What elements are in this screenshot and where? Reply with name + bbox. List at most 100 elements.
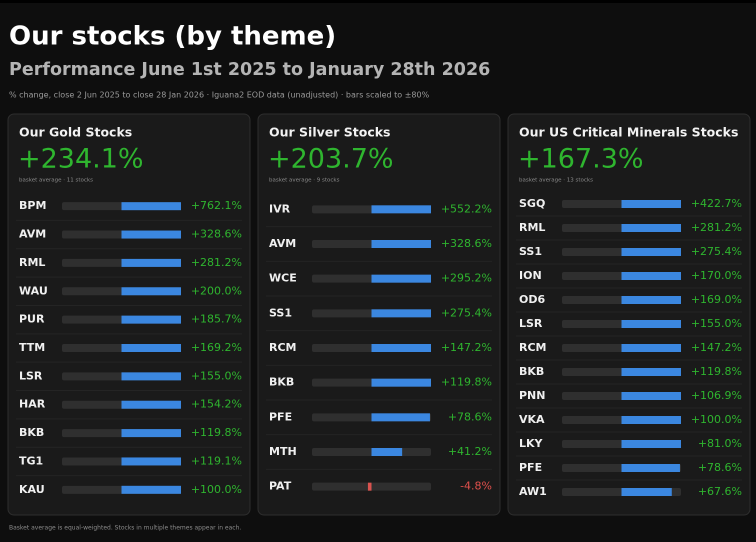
value-label: +78.6% (448, 410, 492, 423)
bar (621, 440, 681, 448)
value-label: +552.2% (441, 202, 492, 215)
ticker: PUR (19, 313, 45, 326)
bar (621, 272, 681, 280)
bar (621, 200, 681, 208)
value-label: +328.6% (441, 237, 492, 250)
value-label: +155.0% (191, 369, 242, 382)
bar (621, 296, 681, 304)
bar (621, 416, 681, 424)
basket-note: basket average · 13 stocks (519, 178, 593, 184)
bar (367, 482, 372, 491)
ticker: PFE (269, 410, 292, 423)
value-label: +295.2% (441, 272, 492, 285)
bar (621, 392, 681, 400)
value-label: +147.2% (441, 341, 492, 354)
ticker: SS1 (269, 306, 292, 319)
bar (121, 372, 181, 381)
ticker: ION (519, 269, 542, 282)
value-label: +147.2% (691, 341, 742, 354)
value-label: -4.8% (460, 480, 492, 493)
value-label: +328.6% (191, 228, 242, 241)
value-label: +185.7% (191, 313, 242, 326)
footer-note: Basket average is equal-weighted. Stocks… (9, 525, 241, 532)
ticker: AVM (19, 228, 46, 241)
value-label: +119.1% (191, 454, 242, 467)
panel-background (507, 113, 751, 516)
ticker: SS1 (519, 245, 542, 258)
panel: Our Gold Stocks +234.1% basket average · 1… (7, 113, 251, 516)
ticker: OD6 (519, 293, 545, 306)
ticker: AVM (269, 237, 296, 250)
ticker: WAU (19, 284, 48, 297)
ticker: RCM (269, 341, 297, 354)
basket-note: basket average · 9 stocks (269, 178, 340, 184)
ticker: AW1 (519, 485, 547, 498)
bar (371, 378, 431, 387)
value-label: +41.2% (448, 445, 492, 458)
basket-average: +167.3% (518, 144, 644, 175)
value-label: +106.9% (691, 389, 742, 402)
bar (121, 258, 181, 267)
basket-average: +203.7% (268, 144, 394, 175)
ticker: WCE (269, 272, 297, 285)
ticker: HAR (19, 398, 46, 411)
basket-note: basket average · 11 stocks (19, 178, 93, 184)
value-label: +67.6% (698, 485, 742, 498)
value-label: +78.6% (698, 461, 742, 474)
ticker: PAT (269, 480, 292, 493)
bar (121, 485, 181, 494)
bar (121, 315, 181, 324)
ticker: LKY (519, 437, 544, 450)
bar (621, 248, 681, 256)
ticker: BPM (19, 199, 46, 212)
value-label: +81.0% (698, 437, 742, 450)
bar (371, 309, 431, 318)
ticker: BKB (269, 376, 294, 389)
value-label: +275.4% (691, 245, 742, 258)
value-label: +119.8% (691, 365, 742, 378)
panel-title: Our Gold Stocks (19, 125, 132, 140)
bar (121, 429, 181, 438)
ticker: KAU (19, 483, 45, 496)
value-label: +100.0% (691, 413, 742, 426)
bar (121, 202, 181, 211)
ticker: RCM (519, 341, 547, 354)
ticker: BKB (19, 426, 44, 439)
value-label: +169.0% (691, 293, 742, 306)
value-label: +155.0% (691, 317, 742, 330)
value-label: +119.8% (441, 376, 492, 389)
bar (371, 205, 431, 214)
ticker: VKA (519, 413, 545, 426)
bar (621, 344, 681, 352)
ticker: LSR (519, 317, 543, 330)
page-note: % change, close 2 Jun 2025 to close 28 J… (9, 91, 430, 100)
ticker: BKB (519, 365, 544, 378)
bar (621, 488, 672, 496)
bar (121, 344, 181, 352)
ticker: PNN (519, 389, 545, 402)
value-label: +169.2% (191, 341, 242, 354)
panel-title: Our US Critical Minerals Stocks (519, 125, 738, 140)
ticker: MTH (269, 445, 297, 458)
bar (121, 230, 181, 239)
value-label: +100.0% (191, 483, 242, 496)
ticker: SGQ (519, 197, 545, 210)
panel: Our US Critical Minerals Stocks +167.3% ba… (507, 113, 751, 516)
value-label: +200.0% (191, 284, 242, 297)
ticker: LSR (19, 369, 43, 382)
value-label: +154.2% (191, 398, 242, 411)
page-title: Our stocks (by theme) (9, 22, 336, 52)
page-subtitle: Performance June 1st 2025 to January 28t… (9, 60, 490, 80)
bar (621, 224, 681, 232)
ticker: TTM (19, 341, 45, 354)
bar (621, 320, 681, 328)
value-label: +281.2% (691, 221, 742, 234)
value-label: +281.2% (191, 256, 242, 269)
top-border (0, 0, 756, 3)
ticker: TG1 (19, 454, 43, 467)
bar (371, 344, 431, 352)
bar (121, 457, 181, 466)
bar (371, 240, 431, 248)
